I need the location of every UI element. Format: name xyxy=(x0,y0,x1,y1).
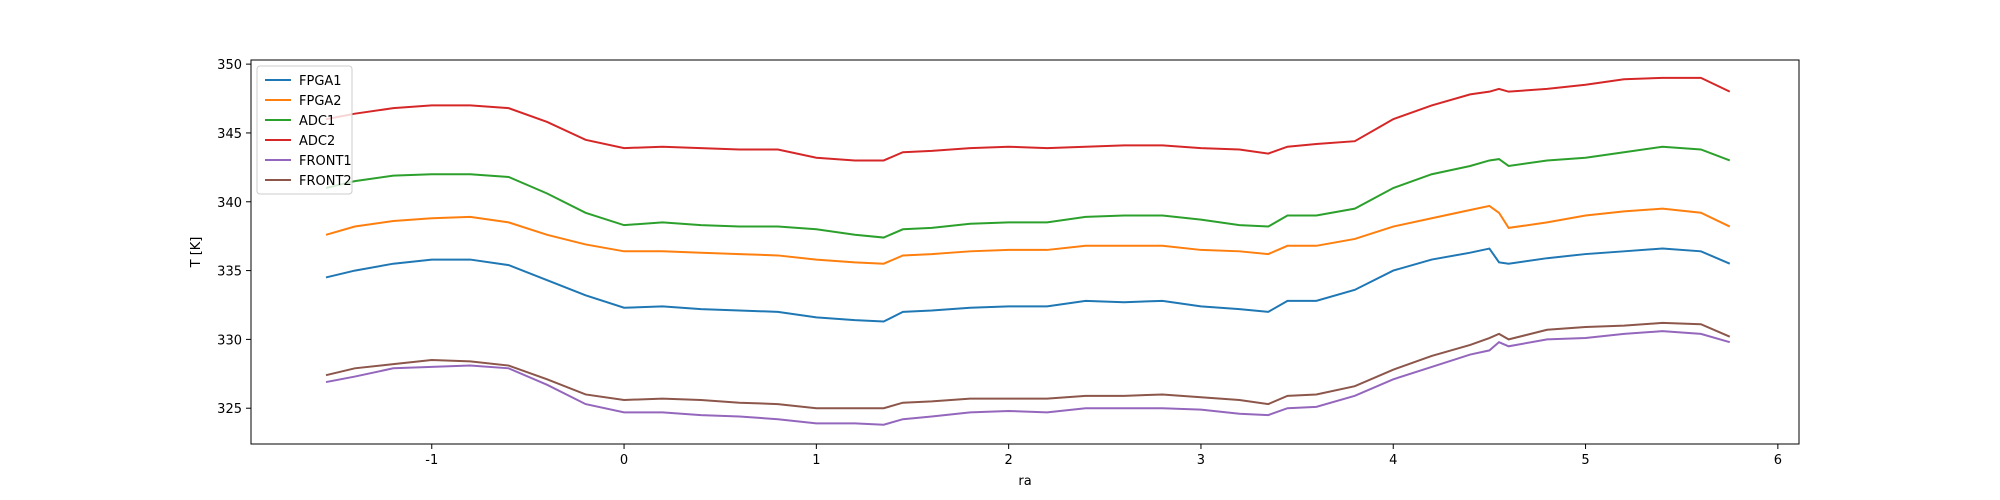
x-tick-label: 0 xyxy=(620,453,628,468)
legend-box xyxy=(256,65,353,195)
legend-label: FRONT2 xyxy=(299,174,352,189)
legend-label: FPGA2 xyxy=(299,94,342,109)
legend-label: ADC2 xyxy=(299,134,335,149)
x-tick-label: 6 xyxy=(1774,453,1782,468)
line-series xyxy=(325,321,1731,410)
line-series xyxy=(325,330,1731,426)
x-tick-label: 2 xyxy=(1005,453,1013,468)
legend-label: ADC1 xyxy=(299,114,335,129)
line-series xyxy=(325,76,1731,162)
line-series xyxy=(325,145,1731,239)
x-tick-label: 3 xyxy=(1197,453,1205,468)
line-series xyxy=(325,247,1731,323)
legend-label: FPGA1 xyxy=(299,74,342,89)
legend-label: FRONT1 xyxy=(299,154,352,169)
y-tick-label: 345 xyxy=(217,127,242,142)
legend: FPGA1 FPGA2 ADC1 ADC2 FRONT1 FRONT2 xyxy=(256,65,353,195)
x-axis-label: ra xyxy=(1018,474,1031,489)
plot-frame xyxy=(250,59,1800,445)
y-tick-label: 340 xyxy=(217,196,242,211)
y-tick-label: 350 xyxy=(217,58,242,73)
x-tick-label: 1 xyxy=(812,453,820,468)
x-tick-label: 4 xyxy=(1389,453,1397,468)
x-tick-label: 5 xyxy=(1581,453,1589,468)
x-tick-label: -1 xyxy=(425,453,438,468)
y-tick-label: 335 xyxy=(217,265,242,280)
y-axis-label: T [K] xyxy=(189,237,204,269)
y-tick-label: 330 xyxy=(217,333,242,348)
y-tick-label: 325 xyxy=(217,402,242,417)
line-series xyxy=(325,204,1731,265)
